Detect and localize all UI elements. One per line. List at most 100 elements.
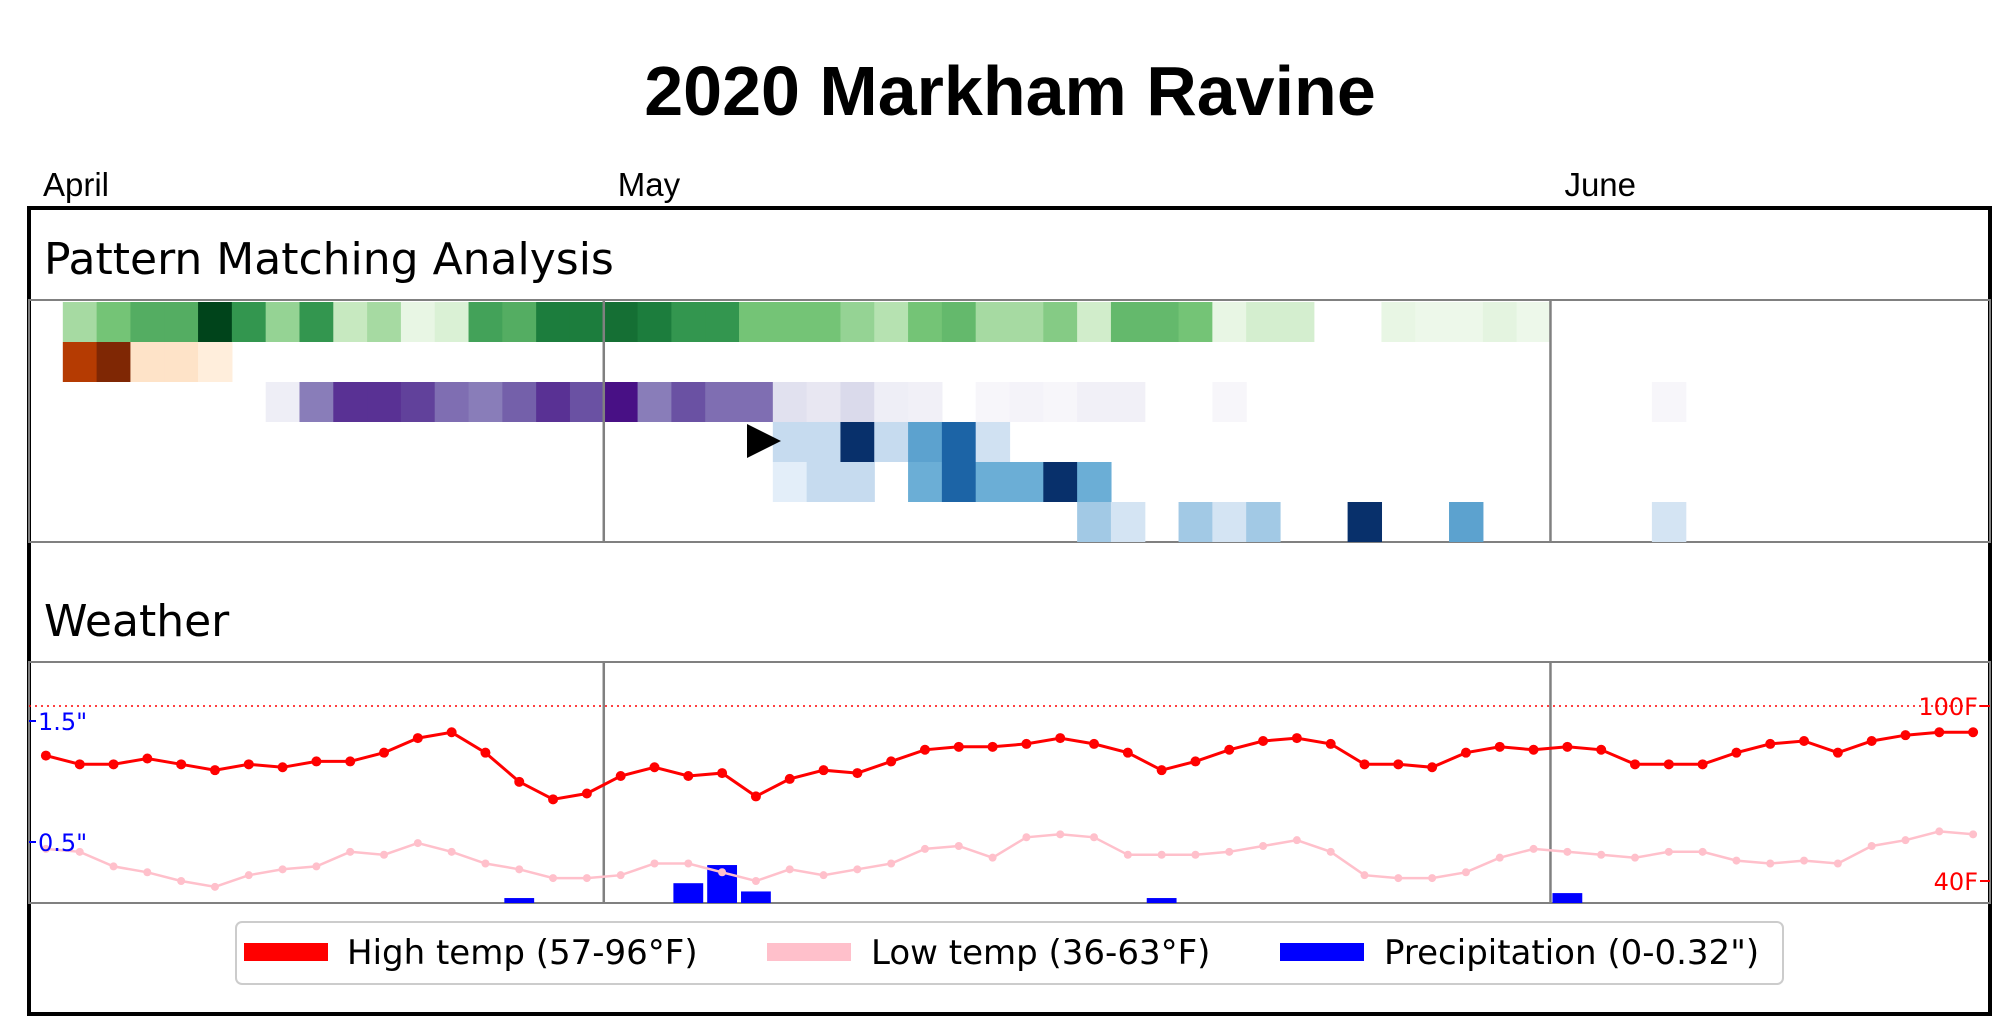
weather-section-title: Weather	[44, 596, 230, 647]
low-temp-point	[549, 874, 558, 883]
heatmap-cell-r2-d48	[1651, 382, 1687, 422]
high-temp-point	[1427, 762, 1438, 773]
heatmap-cell-r0-d20	[705, 302, 740, 342]
low-temp-point	[1867, 842, 1876, 850]
heatmap-cell-r0-d28	[975, 302, 1011, 342]
low-temp-point	[312, 862, 321, 871]
legend-label-precip: Precipitation (0-0.32")	[1384, 933, 1759, 973]
high-temp-point	[412, 733, 423, 744]
heatmap-cell-r0-d27	[941, 302, 977, 342]
low-temp-point	[244, 871, 253, 880]
heatmap-cell-r0-d23	[806, 302, 842, 342]
low-temp-point	[1698, 847, 1707, 856]
low-temp-point	[1428, 874, 1437, 883]
high-temp-point	[345, 756, 356, 767]
heatmap-cell-r5-d36	[1246, 502, 1281, 542]
high-temp-point	[142, 753, 153, 764]
heatmap-cell-r0-d21	[739, 302, 774, 342]
high-temp-point	[40, 750, 51, 761]
heatmap-cell-r5-d31	[1077, 502, 1112, 542]
heatmap-cell-r4-d26	[908, 462, 943, 502]
high-temp-point	[548, 794, 559, 805]
low-temp-point	[1800, 856, 1809, 865]
low-temp-point	[1529, 844, 1538, 853]
low-temp-point	[1935, 827, 1944, 836]
high-temp-point	[1765, 738, 1776, 749]
chart-title: 2020 Markham Ravine	[644, 52, 1376, 130]
heatmap-cell-r0-d19	[671, 302, 706, 342]
heatmap-cell-r0-d31	[1077, 302, 1112, 342]
heatmap-cell-r0-d18	[637, 302, 672, 342]
low-temp-point	[447, 847, 456, 856]
pattern-panel: Pattern Matching Analysis	[28, 234, 1991, 543]
high-temp-point	[243, 759, 254, 770]
high-temp-point	[750, 791, 761, 802]
high-temp-point	[1021, 738, 1032, 749]
high-temp-point	[1258, 736, 1269, 746]
temp-tick-label-40: 40F	[1934, 868, 1978, 896]
heatmap-cell-r4-d29	[1009, 462, 1044, 502]
low-temp-point	[1056, 830, 1065, 839]
high-temp-point	[1055, 733, 1066, 744]
high-temp-point	[1460, 747, 1471, 758]
heatmap-cell-r0-d15	[536, 302, 571, 342]
low-temp-point	[1563, 847, 1572, 856]
heatmap-cell-r2-d10	[367, 382, 402, 422]
high-temp-point	[683, 771, 694, 781]
high-temp-point	[1934, 727, 1945, 738]
heatmap-cell-r5-d39	[1347, 502, 1383, 542]
heatmap-cell-r0-d41	[1415, 302, 1450, 342]
high-temp-point	[277, 762, 288, 773]
heatmap-cell-r0-d44	[1516, 302, 1552, 342]
legend: High temp (57-96°F) Low temp (36-63°F) P…	[235, 921, 1784, 985]
low-temp-point	[1191, 850, 1200, 859]
low-temp-series	[41, 827, 1978, 891]
heatmap-cell-r4-d28	[975, 462, 1011, 502]
high-temp-point	[480, 747, 491, 758]
precip-bars	[504, 865, 1583, 903]
heatmap-cell-r5-d42	[1449, 502, 1484, 542]
month-label-june: June	[1564, 166, 1636, 203]
low-temp-point	[1664, 847, 1673, 856]
high-temp-point	[649, 762, 660, 773]
heatmap-cell-r0-d9	[333, 302, 368, 342]
heatmap-cell-r2-d12	[434, 382, 470, 422]
heatmap-cell-r0-d22	[772, 302, 808, 342]
low-temp-point	[1157, 850, 1166, 859]
heatmap-cell-r1-d4	[164, 342, 199, 382]
heatmap-cell-r2-d17	[603, 382, 639, 422]
weather-plot-area	[28, 661, 1991, 904]
legend-swatch-high-temp	[244, 943, 328, 961]
high-temp-point	[446, 727, 457, 738]
heatmap-cell-r0-d33	[1144, 302, 1180, 342]
high-temp-series	[40, 727, 1979, 805]
high-temp-point	[1629, 759, 1640, 770]
heatmap-cell-r0-d13	[468, 302, 503, 342]
heatmap-cell-r0-d16	[569, 302, 605, 342]
heatmap-cell-r2-d20	[705, 382, 740, 422]
heatmap-cell-r2-d26	[908, 382, 943, 422]
heatmap-cell-r0-d34	[1178, 302, 1213, 342]
heatmap-cell-r4-d27	[941, 462, 977, 502]
low-temp-point	[616, 871, 625, 880]
heatmap-cell-r2-d30	[1043, 382, 1078, 422]
low-temp-point	[853, 865, 862, 874]
precip-bar	[741, 891, 771, 903]
low-temp-point	[278, 865, 287, 874]
heatmap-cell-r2-d15	[536, 382, 571, 422]
high-temp-point	[311, 756, 322, 767]
heatmap-cell-r1-d1	[62, 342, 98, 382]
low-temp-point	[109, 862, 118, 871]
heatmap-cell-r0-d42	[1449, 302, 1484, 342]
precip-tick-label-0-5: 0.5"	[38, 829, 87, 857]
precip-bar	[673, 883, 704, 903]
heatmap-cell-r3-d23	[806, 422, 842, 462]
high-temp-point	[1528, 744, 1539, 755]
heatmap-cell-r0-d8	[299, 302, 334, 342]
high-temp-point	[987, 741, 998, 752]
high-temp-point	[1968, 727, 1979, 738]
heatmap-cell-r0-d3	[130, 302, 165, 342]
low-temp-point	[1259, 842, 1268, 850]
high-temp-point	[74, 759, 85, 770]
low-temp-point	[1969, 830, 1978, 839]
